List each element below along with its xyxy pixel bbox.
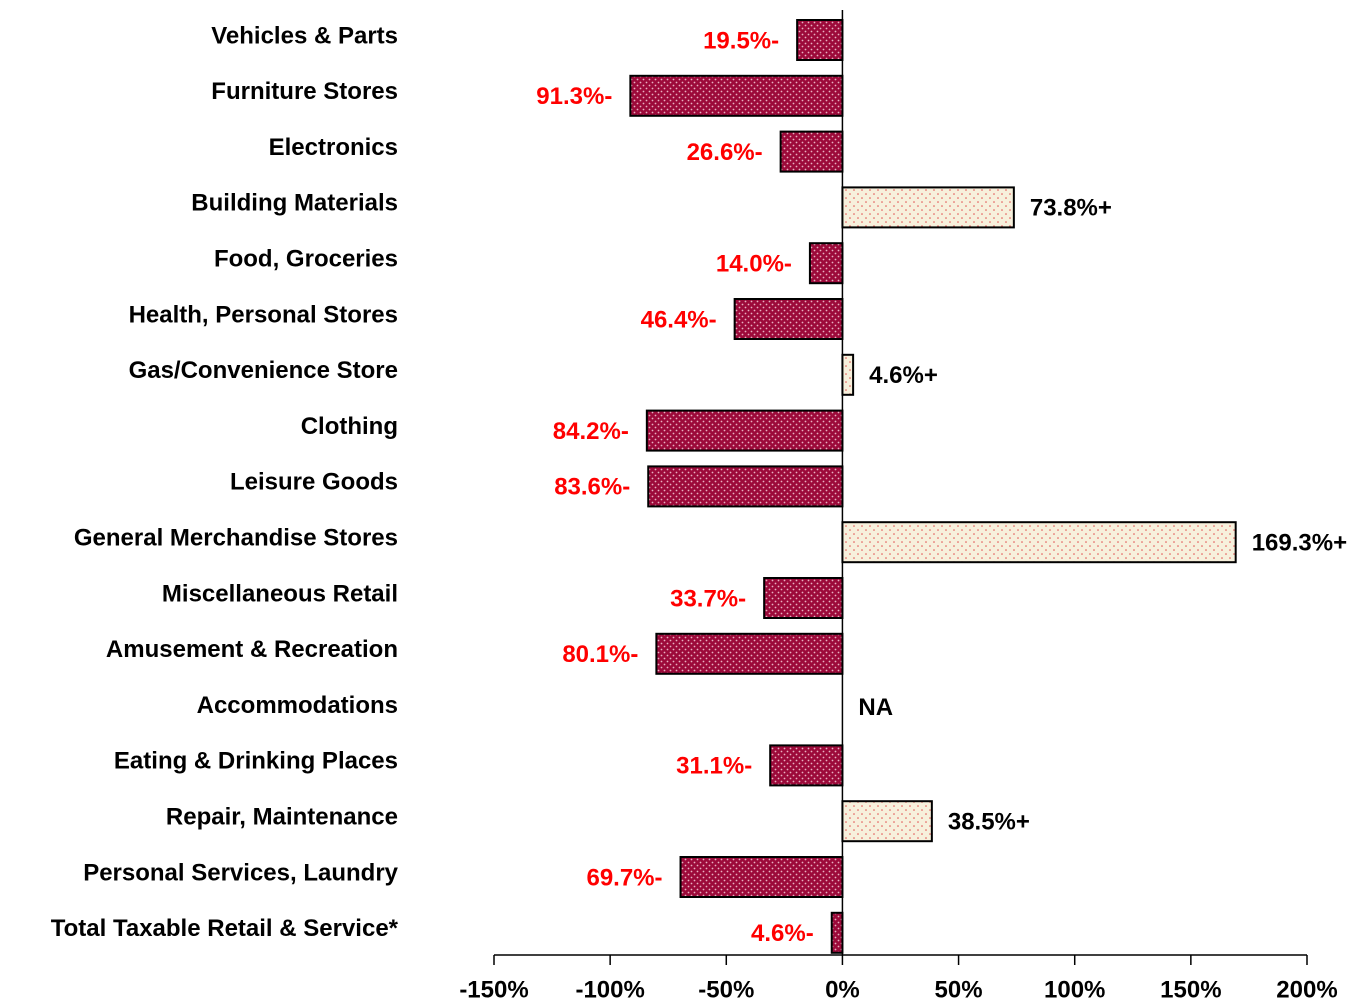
category-label: Building Materials bbox=[191, 190, 398, 217]
value-label: 38.5%+ bbox=[948, 809, 1030, 836]
category-label: Vehicles & Parts bbox=[211, 22, 398, 49]
bar bbox=[647, 465, 844, 508]
category-label: Total Taxable Retail & Service* bbox=[51, 915, 399, 942]
category-label: Miscellaneous Retail bbox=[162, 580, 398, 607]
bar bbox=[679, 856, 844, 898]
value-label: 31.1%- bbox=[676, 753, 752, 780]
category-label: General Merchandise Stores bbox=[74, 525, 398, 552]
value-label: 19.5%- bbox=[703, 27, 779, 54]
category-label: Food, Groceries bbox=[214, 246, 398, 273]
x-tick-label: -100% bbox=[575, 976, 644, 1003]
value-label: 73.8%+ bbox=[1030, 195, 1112, 222]
category-label: Repair, Maintenance bbox=[166, 804, 398, 831]
category-label: Personal Services, Laundry bbox=[83, 859, 398, 886]
x-tick-label: 200% bbox=[1276, 976, 1337, 1003]
bar bbox=[733, 298, 844, 340]
value-label: 91.3%- bbox=[536, 83, 612, 110]
x-tick-label: 0% bbox=[825, 976, 860, 1003]
value-label: 84.2%- bbox=[553, 418, 629, 445]
value-label: 4.6%- bbox=[751, 920, 814, 947]
bar bbox=[769, 744, 844, 787]
x-tick-label: 150% bbox=[1160, 976, 1221, 1003]
bar bbox=[779, 130, 844, 173]
bar bbox=[841, 353, 855, 396]
x-tick-label: 50% bbox=[935, 976, 983, 1003]
bar bbox=[655, 632, 844, 675]
bar bbox=[763, 577, 844, 619]
bar bbox=[841, 186, 1015, 229]
category-label: Health, Personal Stores bbox=[129, 301, 398, 328]
category-label: Eating & Drinking Places bbox=[114, 748, 398, 775]
category-label: Furniture Stores bbox=[211, 78, 398, 105]
value-label: 69.7%- bbox=[586, 864, 662, 891]
value-label: 46.4%- bbox=[641, 306, 717, 333]
x-tick-label: 100% bbox=[1044, 976, 1105, 1003]
category-label: Clothing bbox=[301, 413, 398, 440]
bar bbox=[629, 74, 844, 117]
bar bbox=[796, 19, 844, 61]
value-label: NA bbox=[858, 694, 893, 721]
x-tick-label: -150% bbox=[459, 976, 528, 1003]
x-tick-label: -50% bbox=[698, 976, 754, 1003]
value-label: 83.6%- bbox=[554, 474, 630, 501]
bar bbox=[808, 242, 844, 285]
value-label: 80.1%- bbox=[562, 641, 638, 668]
value-label: 33.7%- bbox=[670, 585, 746, 612]
bar bbox=[645, 409, 844, 452]
category-label: Amusement & Recreation bbox=[106, 636, 398, 663]
value-label: 4.6%+ bbox=[869, 362, 938, 389]
value-label: 14.0%- bbox=[716, 251, 792, 278]
bar bbox=[841, 521, 1237, 564]
category-label: Accommodations bbox=[197, 692, 398, 719]
value-label: 169.3%+ bbox=[1252, 530, 1347, 557]
value-label: 26.6%- bbox=[687, 139, 763, 166]
bar bbox=[841, 800, 933, 843]
category-label: Electronics bbox=[269, 134, 398, 161]
category-label: Leisure Goods bbox=[230, 469, 398, 496]
category-label: Gas/Convenience Store bbox=[129, 357, 398, 384]
bar bbox=[830, 911, 844, 954]
